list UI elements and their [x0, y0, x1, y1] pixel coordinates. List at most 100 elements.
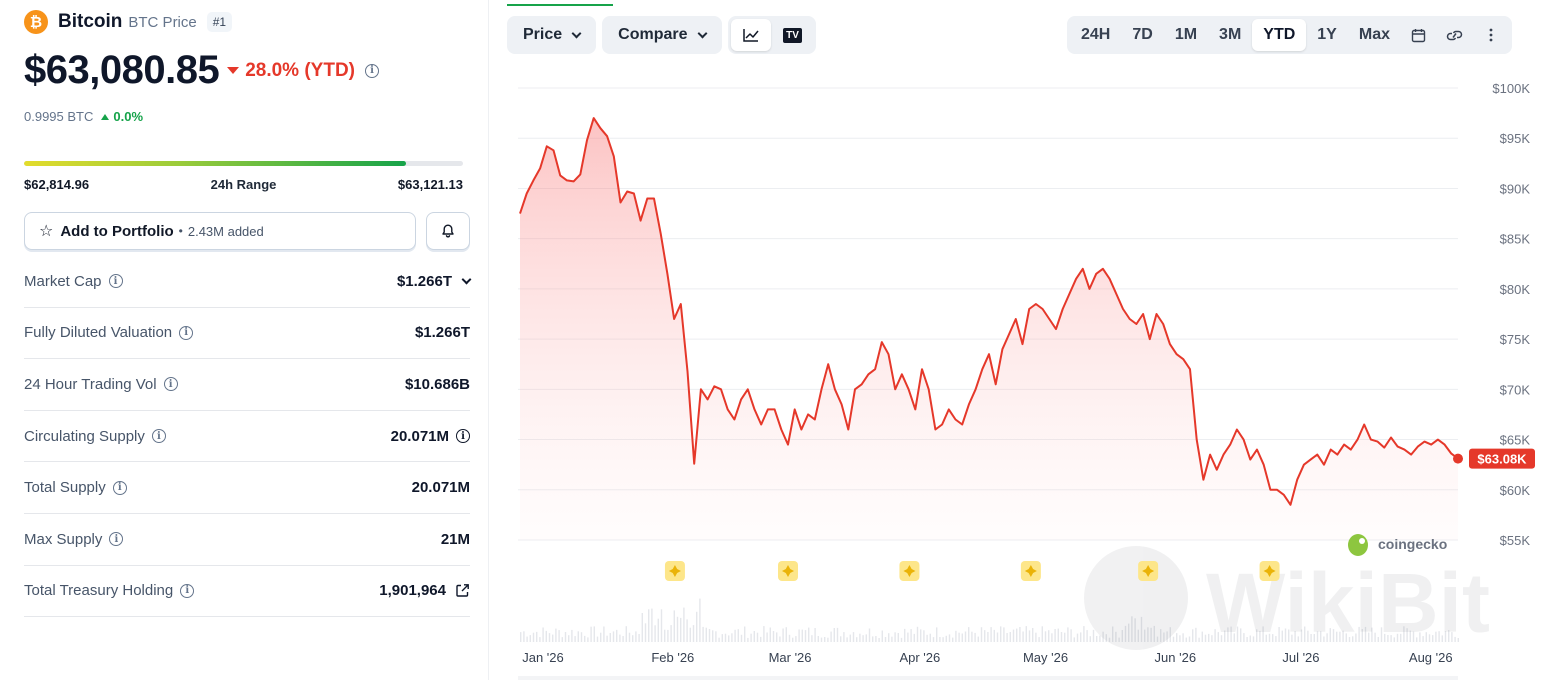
info-icon[interactable]: i: [108, 274, 123, 289]
volume-bar: [1000, 626, 1002, 642]
info-icon[interactable]: i: [180, 583, 195, 598]
volume-bar: [968, 627, 970, 642]
volume-bar: [1457, 638, 1459, 642]
info-icon[interactable]: i: [151, 429, 166, 444]
volume-bar: [760, 636, 762, 642]
external-link-icon[interactable]: [455, 583, 470, 598]
y-tick-label: $75K: [1500, 332, 1531, 347]
volume-bar: [628, 632, 631, 642]
more-options-button[interactable]: [1473, 19, 1509, 51]
info-icon[interactable]: i: [109, 532, 124, 547]
chevron-down-icon[interactable]: [461, 274, 472, 285]
calendar-button[interactable]: [1401, 19, 1437, 51]
coin-name: Bitcoin: [58, 11, 123, 32]
tab-price[interactable]: Price: [507, 16, 597, 54]
volume-bar: [1038, 637, 1040, 642]
stat-label: Max Supply i: [24, 531, 124, 548]
period-1y[interactable]: 1Y: [1317, 26, 1337, 43]
stat-row-market-cap[interactable]: Market Cap i $1.266T: [24, 256, 472, 308]
volume-bar: [686, 619, 688, 642]
chevron-down-icon: [571, 28, 582, 38]
volume-bar: [977, 636, 979, 642]
volume-bar: [1224, 630, 1226, 642]
info-icon[interactable]: i: [112, 480, 127, 495]
period-7d[interactable]: 7D: [1132, 26, 1153, 43]
volume-bar: [804, 630, 807, 642]
volume-bar: [523, 631, 525, 642]
stat-row-total-supply: Total Supply i 20.071M: [24, 462, 470, 514]
event-marker[interactable]: [1020, 561, 1041, 581]
info-icon[interactable]: i: [163, 377, 178, 392]
volume-bar: [1342, 630, 1344, 642]
volume-bar: [1185, 637, 1187, 642]
tradingview-button[interactable]: TV: [773, 19, 813, 51]
volume-bar: [792, 637, 794, 642]
volume-bar: [740, 634, 743, 642]
event-marker[interactable]: [1138, 561, 1159, 581]
info-icon[interactable]: i: [456, 429, 470, 444]
volume-bar: [1396, 633, 1399, 642]
coin-summary-panel: ₿ Bitcoin BTC Price #1 $63,080.85 28.0% …: [0, 0, 489, 680]
period-3m[interactable]: 3M: [1219, 26, 1242, 43]
volume-bar: [728, 635, 730, 642]
volume-bar: [1041, 626, 1043, 642]
info-icon[interactable]: i: [179, 325, 194, 340]
volume-bar: [1156, 636, 1159, 642]
x-tick-label: Jul '26: [1282, 650, 1319, 665]
stat-label: Fully Diluted Valuation i: [24, 324, 194, 342]
volume-bar: [580, 632, 583, 642]
current-price-dot: [1453, 453, 1463, 464]
y-tick-label: $90K: [1500, 181, 1531, 196]
volume-bar: [878, 638, 880, 642]
more-vertical-icon: [1489, 28, 1493, 42]
volume-bar: [696, 611, 698, 642]
volume-bar: [1089, 636, 1091, 642]
volume-bar: [673, 610, 675, 642]
stat-label: Total Treasury Holding i: [24, 582, 195, 599]
volume-bar: [705, 627, 707, 642]
tab-compare[interactable]: Compare: [602, 16, 722, 54]
volume-bar: [897, 633, 899, 642]
volume-bar: [811, 635, 813, 642]
line-chart-button[interactable]: [730, 19, 771, 51]
volume-bar: [942, 637, 944, 642]
period-24h[interactable]: 24H: [1081, 26, 1111, 43]
volume-bar: [1326, 633, 1328, 642]
period-1m[interactable]: 1M: [1174, 26, 1198, 43]
volume-bar: [865, 634, 867, 642]
stat-value-text: 1,901,964: [379, 582, 446, 600]
price-alert-button[interactable]: [426, 212, 470, 250]
event-marker[interactable]: [899, 561, 920, 581]
stat-label-text: Fully Diluted Valuation: [24, 324, 173, 342]
stat-row-max-supply: Max Supply i 21M: [24, 514, 470, 566]
coin-subtitle: BTC Price: [128, 13, 197, 31]
volume-bar: [1428, 634, 1431, 642]
volume-bar: [539, 637, 541, 642]
volume-bar: [795, 636, 797, 642]
volume-bar: [1012, 629, 1015, 642]
volume-bar: [1032, 628, 1034, 642]
volume-bar: [900, 637, 903, 642]
add-to-portfolio-button[interactable]: ☆ Add to Portfolio • 2.43M added: [24, 212, 416, 250]
volume-bar: [1272, 634, 1274, 642]
stat-value: 21M: [441, 531, 470, 548]
event-marker[interactable]: [778, 561, 798, 581]
event-marker[interactable]: [1259, 561, 1280, 581]
price-chart[interactable]: WikiBit $100K $95K $90K $85K $80K $75K $70K $65…: [490, 64, 1543, 680]
volume-bar: [1432, 635, 1434, 642]
price-chart-svg[interactable]: WikiBit $100K $95K $90K $85K $80K $75K $70K $65…: [490, 64, 1543, 680]
share-link-button[interactable]: [1437, 19, 1473, 51]
volume-bar: [1256, 629, 1258, 642]
period-ytd[interactable]: YTD: [1252, 19, 1307, 51]
stat-label-text: Market Cap: [24, 272, 102, 290]
period-max[interactable]: Max: [1358, 26, 1390, 43]
volume-bar: [1160, 629, 1162, 642]
volume-bar: [1179, 635, 1181, 642]
event-marker[interactable]: [664, 561, 685, 581]
volume-bar: [964, 631, 967, 642]
info-icon[interactable]: i: [365, 63, 380, 78]
chart-scroll-track[interactable]: [518, 676, 1458, 680]
volume-bar: [820, 637, 823, 642]
volume-bar: [641, 613, 643, 642]
volume-bar: [1102, 631, 1104, 642]
